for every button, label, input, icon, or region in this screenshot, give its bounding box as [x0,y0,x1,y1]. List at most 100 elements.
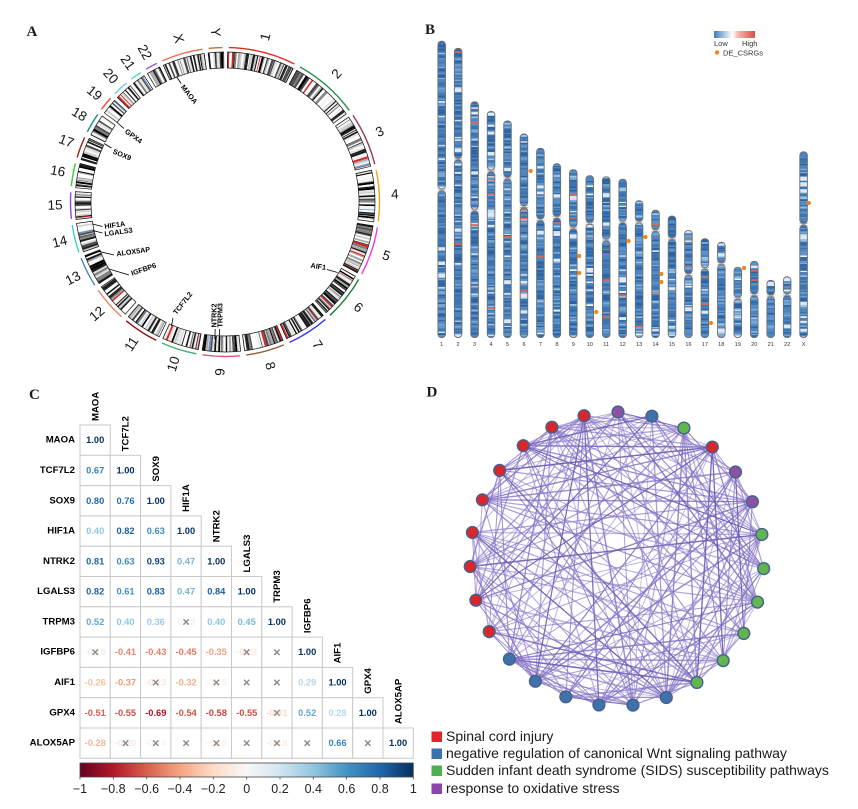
svg-text:19: 19 [84,83,105,104]
svg-text:6: 6 [522,342,525,348]
svg-text:0: 0 [243,782,250,796]
svg-text:Spinal cord injury: Spinal cord injury [446,728,553,744]
svg-text:9: 9 [572,342,575,348]
svg-text:20: 20 [751,342,757,348]
svg-text:13: 13 [63,268,83,288]
svg-text:TRPM3: TRPM3 [216,303,225,327]
svg-text:IGFBP6: IGFBP6 [302,598,313,633]
svg-text:8: 8 [555,342,558,348]
svg-text:1.00: 1.00 [207,556,225,566]
svg-text:X: X [170,32,187,45]
svg-text:5: 5 [380,247,392,264]
svg-text:17: 17 [702,342,708,348]
svg-text:0.52: 0.52 [298,708,316,718]
svg-text:IGFBP6: IGFBP6 [40,647,75,658]
svg-text:3: 3 [473,342,476,348]
svg-text:0.83: 0.83 [147,587,165,597]
svg-text:HIF1A: HIF1A [181,484,192,512]
svg-text:0.76: 0.76 [116,496,134,506]
svg-text:-0.37: -0.37 [115,678,136,688]
svg-text:X: X [802,342,806,348]
svg-text:LGALS3: LGALS3 [242,535,253,573]
svg-text:10: 10 [587,342,593,348]
svg-text:-0.32: -0.32 [175,678,196,688]
svg-text:−0.4: −0.4 [168,782,193,796]
svg-text:14: 14 [652,342,658,348]
svg-text:NTRK2: NTRK2 [212,510,223,542]
svg-text:LGALS3: LGALS3 [104,226,133,239]
svg-text:11: 11 [121,334,141,354]
svg-text:MAOA: MAOA [90,392,101,421]
svg-text:1: 1 [410,782,417,796]
svg-text:-0.41: -0.41 [115,647,136,657]
svg-text:12: 12 [619,342,625,348]
svg-text:-0.26: -0.26 [85,678,106,688]
svg-text:1.00: 1.00 [238,587,256,597]
svg-text:-0.55: -0.55 [236,708,257,718]
svg-text:TRPM3: TRPM3 [272,570,283,603]
svg-text:0.82: 0.82 [116,526,134,536]
svg-text:1.00: 1.00 [328,678,346,688]
svg-text:12: 12 [86,303,107,324]
svg-text:TRPM3: TRPM3 [42,616,75,627]
svg-text:0.4: 0.4 [305,782,322,796]
svg-text:-0.69: -0.69 [145,708,166,718]
svg-text:0.67: 0.67 [86,465,104,475]
svg-text:4: 4 [391,186,400,201]
svg-text:GPX4: GPX4 [49,707,75,718]
svg-text:0.40: 0.40 [207,617,225,627]
svg-text:16: 16 [685,342,691,348]
svg-text:-0.43: -0.43 [145,647,166,657]
svg-text:ALOX5AP: ALOX5AP [30,738,76,749]
svg-text:20: 20 [100,65,121,86]
svg-text:0.40: 0.40 [86,526,104,536]
svg-text:C: C [29,387,40,403]
svg-text:1.00: 1.00 [147,496,165,506]
svg-text:0.47: 0.47 [177,556,195,566]
svg-text:Y: Y [208,27,224,37]
svg-text:1.00: 1.00 [359,708,377,718]
svg-text:A: A [27,24,38,40]
svg-text:NTRK2: NTRK2 [43,556,75,567]
svg-text:HIF1A: HIF1A [47,526,75,537]
svg-text:11: 11 [603,342,609,348]
svg-text:TCF7L2: TCF7L2 [40,465,75,476]
svg-text:ALOX5AP: ALOX5AP [393,678,404,724]
svg-text:0.81: 0.81 [86,556,104,566]
svg-text:10: 10 [164,355,183,374]
svg-text:18: 18 [718,342,724,348]
svg-text:1.00: 1.00 [116,465,134,475]
svg-text:-0.54: -0.54 [175,708,197,718]
svg-text:-0.51: -0.51 [85,708,106,718]
svg-text:2: 2 [457,342,460,348]
svg-text:0.8: 0.8 [371,782,388,796]
svg-text:22: 22 [135,42,155,62]
svg-text:HIF1A: HIF1A [104,219,126,231]
svg-text:High: High [742,39,757,48]
svg-text:0.29: 0.29 [298,678,316,688]
svg-text:0.28: 0.28 [328,708,346,718]
svg-text:0.84: 0.84 [207,587,226,597]
svg-text:Sudden infant death syndrome (: Sudden infant death syndrome (SIDS) susc… [446,762,829,778]
svg-text:1.00: 1.00 [177,526,195,536]
svg-text:22: 22 [784,342,790,348]
svg-text:0.82: 0.82 [86,587,104,597]
svg-text:0.40: 0.40 [116,617,134,627]
svg-text:7: 7 [539,342,542,348]
svg-text:LGALS3: LGALS3 [37,586,75,597]
svg-text:14: 14 [51,232,70,250]
svg-text:9: 9 [212,368,227,376]
svg-text:13: 13 [636,342,642,348]
svg-text:0.52: 0.52 [86,617,104,627]
svg-text:Low: Low [714,39,728,48]
svg-text:-0.28: -0.28 [85,738,106,748]
svg-text:-0.55: -0.55 [115,708,136,718]
svg-text:GPX4: GPX4 [363,667,374,693]
svg-text:−1: −1 [73,782,87,796]
svg-text:SOX9: SOX9 [49,495,75,506]
svg-text:TCF7L2: TCF7L2 [121,416,132,451]
svg-text:AIF1: AIF1 [54,677,75,688]
svg-text:1: 1 [440,342,443,348]
svg-text:-0.35: -0.35 [206,647,227,657]
svg-text:1.00: 1.00 [268,617,286,627]
